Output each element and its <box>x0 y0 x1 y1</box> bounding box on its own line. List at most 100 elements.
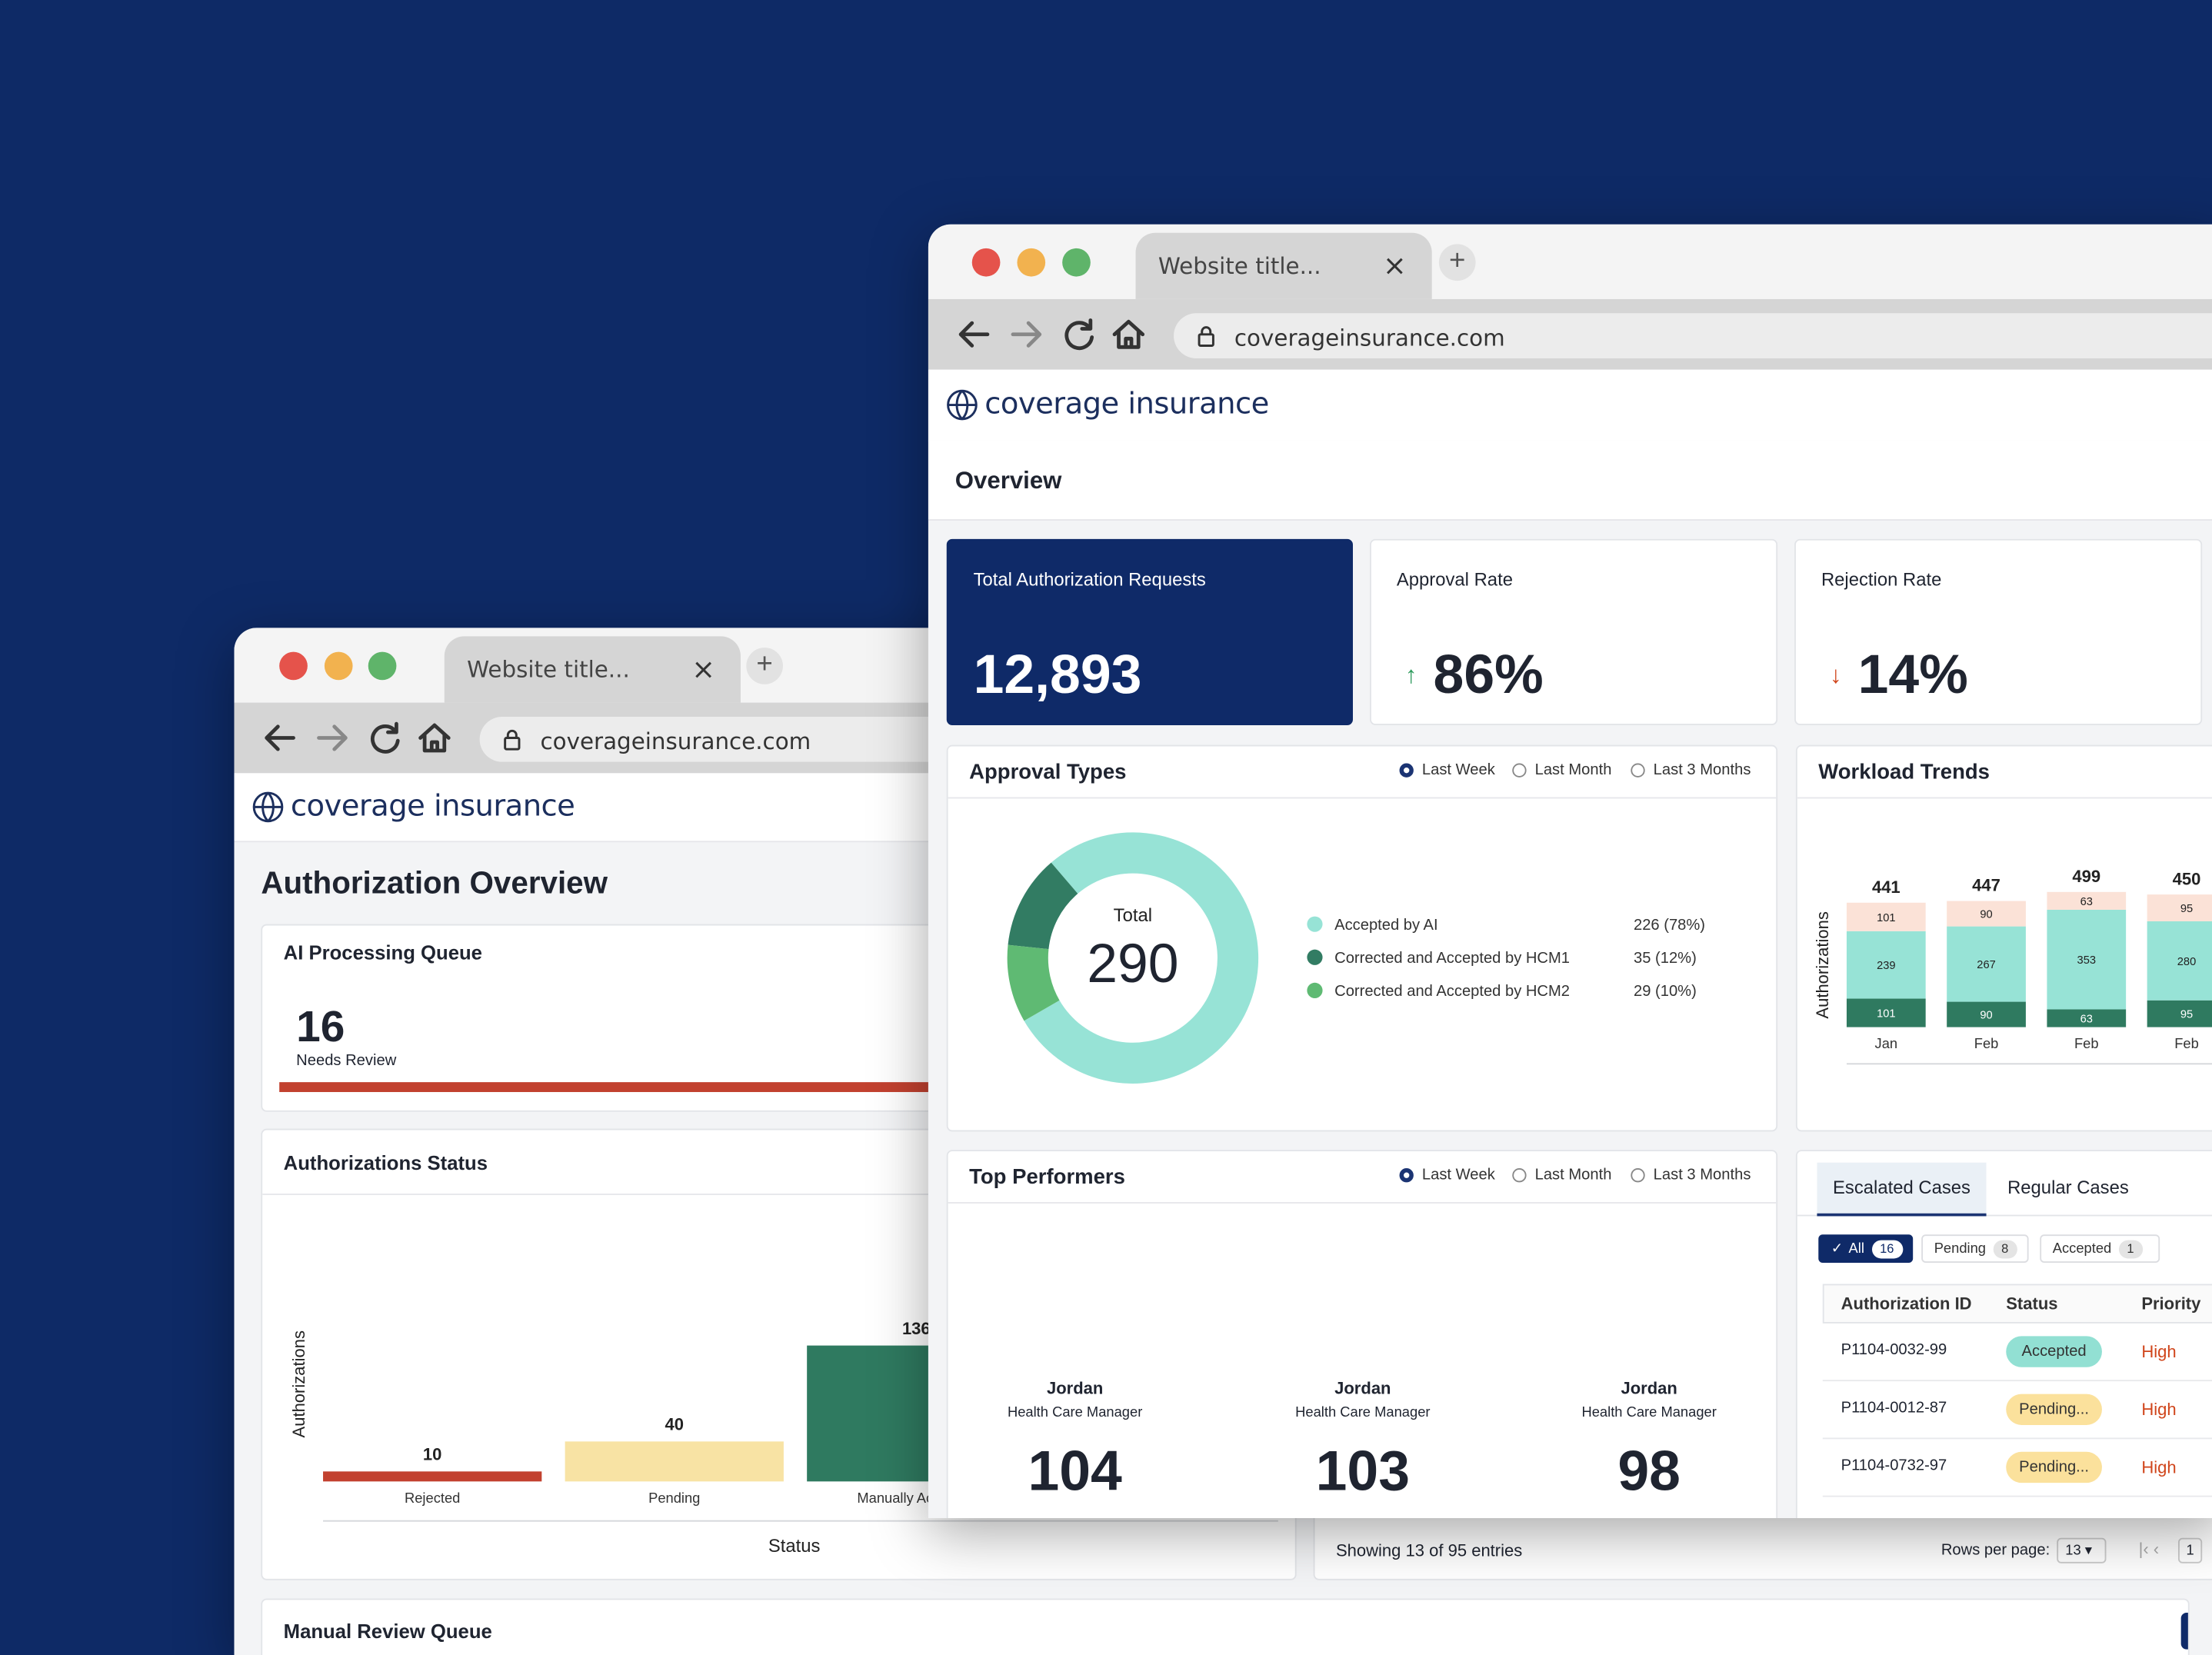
minimize-dot[interactable] <box>324 651 353 681</box>
card-header: Authorizations Status <box>262 1131 1295 1195</box>
filter-radio[interactable]: Last 3 Months <box>1631 762 1751 779</box>
x-tick-label: Feb <box>2174 1035 2199 1051</box>
nav-icons[interactable] <box>259 720 471 757</box>
y-axis-label: Authorizations <box>1813 911 1832 1018</box>
close-dot[interactable] <box>279 651 308 681</box>
x-tick-label: Jan <box>1875 1035 1898 1051</box>
status-pill: Pending... <box>2006 1394 2102 1425</box>
brand-name: coverage insurance <box>984 386 1269 421</box>
icon-part <box>254 792 282 822</box>
y-axis-label: Authorizations <box>289 1330 308 1437</box>
tab-close[interactable]: × <box>691 651 715 686</box>
radio-circle[interactable] <box>1631 1168 1645 1183</box>
filter-radio[interactable]: Last Week <box>1399 1167 1495 1184</box>
nav-icons[interactable] <box>954 316 1165 353</box>
status-pill: Accepted <box>2006 1336 2102 1367</box>
minimize-dot[interactable] <box>1017 248 1046 277</box>
performer-role: Health Care Manager <box>1295 1405 1431 1421</box>
tab-divider <box>1797 1214 2212 1217</box>
kpi-card: Rejection Rate ↓ 14% <box>1794 538 2203 725</box>
maximize-dot[interactable] <box>368 651 397 681</box>
radio-circle[interactable] <box>1512 1168 1527 1183</box>
chip-count: 16 <box>1871 1240 1903 1259</box>
segment-label: 353 <box>2077 954 2096 967</box>
kpi-card: Approval Rate ↑ 86% <box>1370 538 1778 725</box>
performer-role: Health Care Manager <box>1007 1405 1143 1421</box>
filter-label: Last Week <box>1421 1167 1495 1184</box>
icon-part <box>958 318 1145 351</box>
filter-radio[interactable]: Last Month <box>1512 762 1611 779</box>
logo <box>252 791 284 823</box>
case-tab[interactable]: Regular Cases <box>2007 1177 2129 1198</box>
case-tab[interactable]: Escalated Cases <box>1817 1162 1987 1217</box>
trend-arrow: ↓ <box>1829 661 1842 689</box>
chip-label: Pending <box>1934 1241 1987 1257</box>
pager-arrows[interactable]: |‹ ‹ <box>2138 1539 2160 1560</box>
total-label: 447 <box>1972 876 2000 895</box>
filter-label: Last Month <box>1534 761 1612 779</box>
status-pill: Pending... <box>2006 1451 2102 1484</box>
card-header: Approval Types Last Week Last Month Last 3 … <box>948 747 1777 799</box>
segment-label: 90 <box>1980 1010 1992 1022</box>
filter-radio[interactable]: Last Week <box>1399 762 1495 779</box>
cases-card: Escalated Cases Regular Cases ✓ All 16 Pendin… <box>1795 1150 2212 1519</box>
bar-segment <box>1947 926 2026 1002</box>
logo <box>947 389 978 421</box>
cell-priority: High <box>2141 1457 2177 1477</box>
filter-chip[interactable]: Pending 8 <box>1921 1234 2029 1263</box>
filter-chip[interactable]: Accepted 1 <box>2040 1234 2160 1263</box>
new-tab[interactable]: + <box>1438 244 1476 281</box>
filter-radio[interactable]: Last 3 Months <box>1631 1167 1751 1184</box>
url-text: coverageinsurance.com <box>1234 324 1505 351</box>
new-tab[interactable]: + <box>746 648 783 684</box>
tab[interactable]: Website title... × <box>1135 232 1432 299</box>
workload-card: Workload Trends Authorizations 101 239 101 4… <box>1795 744 2212 1132</box>
column-header[interactable]: Authorization ID <box>1841 1294 1972 1314</box>
segment-label: 280 <box>2177 956 2196 968</box>
maximize-dot[interactable] <box>1062 248 1091 277</box>
icon-part <box>252 791 284 823</box>
card-title: Approval Types <box>969 760 1127 785</box>
donut-total: 290 <box>1087 933 1178 994</box>
icon-part <box>265 721 451 754</box>
x-tick-label: Feb <box>2074 1035 2099 1051</box>
filter-chip[interactable]: ✓ All 16 <box>1818 1234 1914 1263</box>
row-divider <box>1822 1437 2212 1440</box>
card-header: Top Performers Last Week Last Month Last 3 … <box>948 1151 1777 1204</box>
segment-label: 63 <box>2080 1014 2093 1026</box>
filter-label: Last 3 Months <box>1653 761 1751 779</box>
cell-id: P1104-0032-99 <box>1841 1341 1947 1359</box>
icon-part <box>1011 321 1042 348</box>
radio-circle[interactable] <box>1631 763 1645 778</box>
column-header[interactable]: Priority <box>2141 1294 2201 1314</box>
donut-segment <box>1008 862 1078 950</box>
close-dot[interactable] <box>971 248 1001 277</box>
radio-circle[interactable] <box>1399 763 1414 778</box>
donut-center-label: Total <box>1114 905 1152 926</box>
cell-priority: High <box>2141 1399 2177 1420</box>
check-icon: ✓ <box>1831 1241 1844 1257</box>
total-label: 441 <box>1872 877 1901 897</box>
tab[interactable]: Website title... × <box>444 636 741 703</box>
lock-icon <box>504 729 521 751</box>
radio-circle[interactable] <box>1399 1168 1414 1183</box>
overview-bar: Overview <box>928 440 2212 521</box>
legend-label: Corrected and Accepted by HCM2 <box>1334 983 1570 1000</box>
toolbar: coverageinsurance.com <box>928 298 2212 370</box>
donut-segment <box>1024 832 1259 1084</box>
bar-segment <box>2147 894 2212 921</box>
legend-value: 226 (78%) <box>1634 917 1705 934</box>
icon-part <box>1201 326 1212 335</box>
filter-radio[interactable]: Last Month <box>1512 1167 1611 1184</box>
rows-select[interactable]: 13 ▾ <box>2057 1537 2107 1563</box>
url-bar[interactable]: coverageinsurance.com <box>1174 313 2212 358</box>
queue-count: 16 <box>296 1001 345 1051</box>
column-header[interactable]: Status <box>2006 1294 2058 1314</box>
performer-score: 103 <box>1315 1440 1411 1503</box>
page-number[interactable]: 1 <box>2178 1537 2203 1563</box>
view-button[interactable]: ◉ <box>2180 1612 2188 1650</box>
tab-close[interactable]: × <box>1382 248 1407 282</box>
radio-circle[interactable] <box>1512 763 1527 778</box>
x-tick-label: Feb <box>1974 1035 1999 1051</box>
